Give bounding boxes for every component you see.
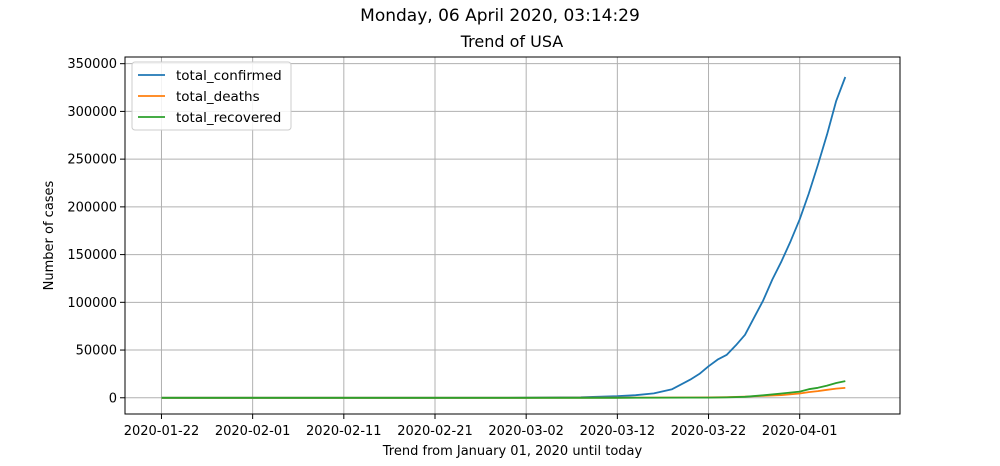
legend: total_confirmed total_deaths total_recover… <box>131 61 292 131</box>
x-tick-label: 2020-04-01 <box>762 424 838 439</box>
y-tick-label: 100000 <box>67 296 117 311</box>
figure-suptitle: Monday, 06 April 2020, 03:14:29 <box>360 6 640 26</box>
x-axis-ticks: 2020-01-22 2020-02-01 2020-02-11 2020-02-21… <box>124 414 838 439</box>
legend-label-total-confirmed: total_confirmed <box>176 68 282 84</box>
x-tick-label: 2020-02-01 <box>215 424 291 439</box>
y-tick-label: 0 <box>109 391 117 406</box>
x-tick-label: 2020-01-22 <box>124 424 200 439</box>
legend-label-total-recovered: total_recovered <box>176 110 281 126</box>
y-tick-label: 200000 <box>67 200 117 215</box>
chart-title: Trend of USA <box>460 32 564 51</box>
y-axis-ticks: 0 50000 100000 150000 200000 250000 300000 3500… <box>67 57 125 406</box>
y-tick-label: 150000 <box>67 248 117 263</box>
x-axis-label: Trend from January 01, 2020 until today <box>382 444 643 459</box>
x-tick-label: 2020-03-02 <box>488 424 564 439</box>
y-tick-label: 300000 <box>67 105 117 120</box>
x-tick-label: 2020-02-21 <box>397 424 473 439</box>
legend-box <box>131 61 292 131</box>
x-tick-label: 2020-02-11 <box>306 424 382 439</box>
plot-area-frame <box>124 56 901 415</box>
y-tick-label: 250000 <box>67 153 117 168</box>
legend-label-total-deaths: total_deaths <box>176 89 260 105</box>
x-tick-label: 2020-03-22 <box>671 424 747 439</box>
series-line-total-recovered <box>161 380 846 399</box>
y-axis-label: Number of cases <box>42 180 57 290</box>
x-tick-label: 2020-03-12 <box>580 424 656 439</box>
series-lines <box>161 76 847 399</box>
y-tick-label: 50000 <box>76 344 117 359</box>
y-tick-label: 350000 <box>67 57 117 72</box>
